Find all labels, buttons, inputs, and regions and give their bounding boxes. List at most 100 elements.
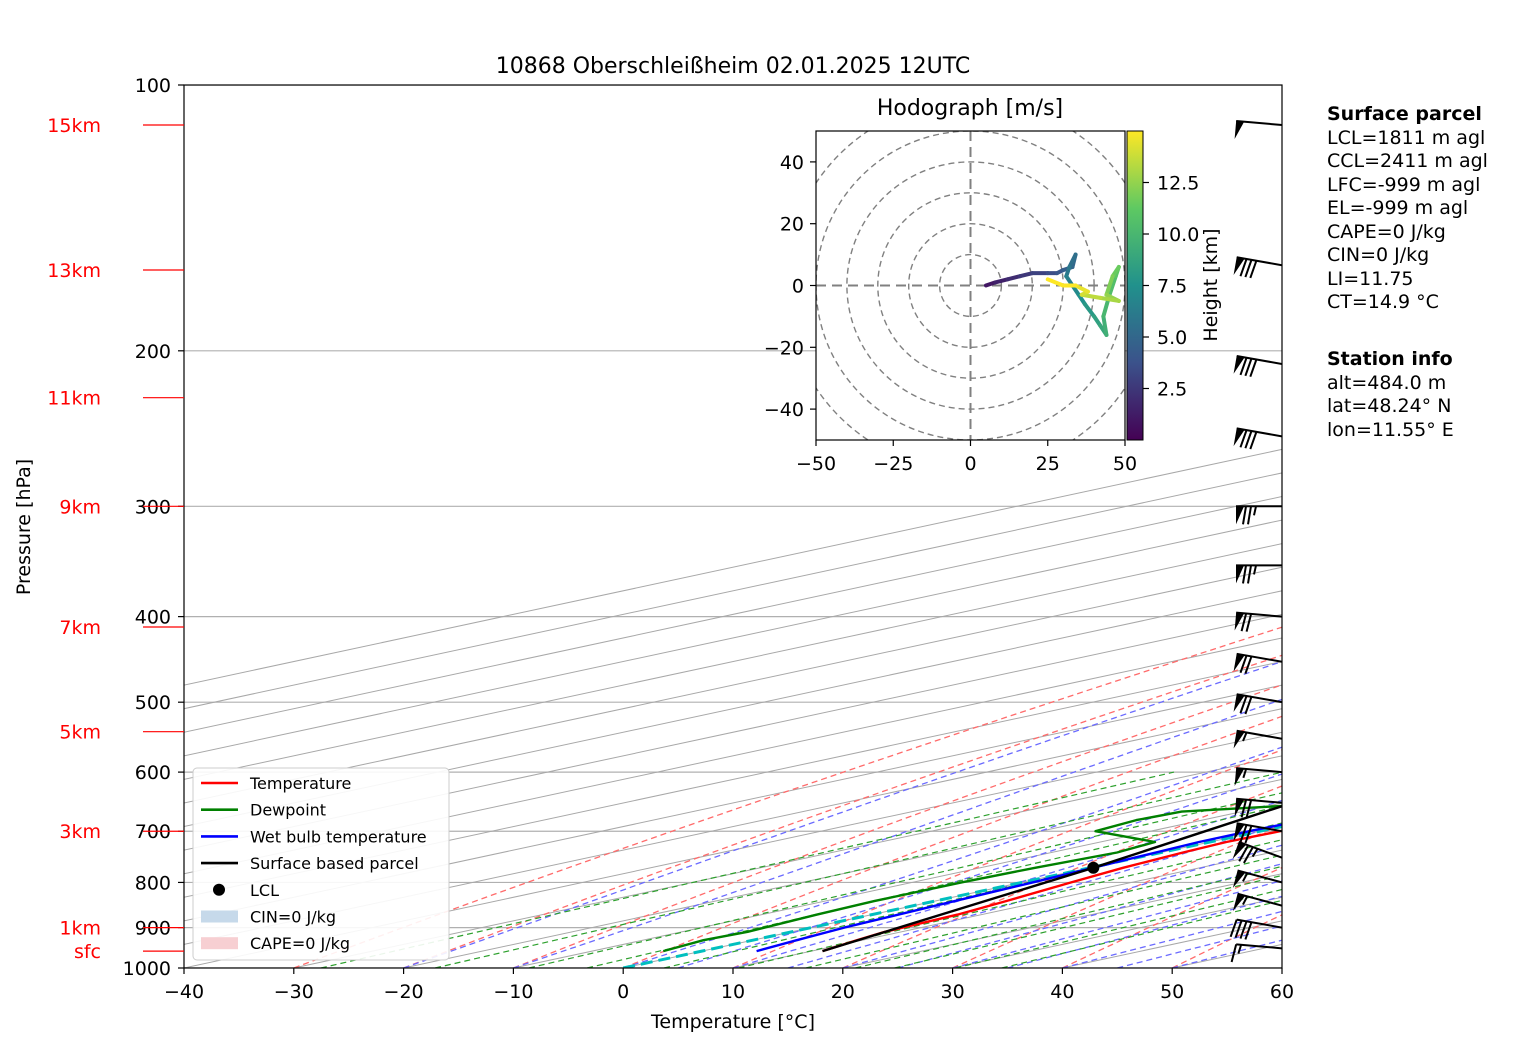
barb-flag: [1249, 359, 1258, 378]
height-label: 13km: [47, 260, 101, 282]
wind-barb: [1229, 918, 1282, 940]
series-line-dewpoint: [662, 804, 1282, 953]
wind-barb: [1233, 355, 1282, 378]
mixing-ratio-line: [320, 771, 1175, 968]
barb-flag: [1244, 259, 1253, 278]
barb-staff: [1238, 841, 1282, 859]
isotherm-line: [403, 778, 1282, 968]
wind-barb: [1232, 841, 1282, 864]
wind-barb: [1236, 564, 1282, 584]
legend-label: Surface based parcel: [250, 854, 419, 873]
wind-barb: [1232, 892, 1282, 912]
y-tick-label: 900: [135, 918, 171, 940]
x-tick-label: 30: [941, 981, 965, 1003]
hodograph-y-tick-label: 20: [780, 214, 804, 236]
barb-pennant: [1234, 768, 1245, 787]
height-label: 11km: [47, 388, 101, 410]
hodograph-y-tick-label: 40: [780, 152, 804, 174]
parcel-ct: CT=14.9 °C: [1327, 291, 1439, 313]
barb-flag: [1244, 825, 1253, 844]
barb-flag: [1247, 506, 1252, 525]
barb-pennant: [1233, 257, 1245, 275]
hodograph-x-tick-label: 50: [1113, 453, 1137, 475]
wind-barb: [1234, 611, 1282, 632]
barb-flag: [1242, 565, 1247, 584]
barb-half-flag: [1253, 506, 1257, 516]
hodograph-segment: [1107, 274, 1118, 297]
legend-swatch: [213, 883, 225, 896]
barb-flag: [1242, 506, 1247, 525]
parcel-lcl: LCL=1811 m agl: [1327, 126, 1486, 149]
height-label: 7km: [59, 617, 101, 639]
barb-flag: [1239, 824, 1248, 843]
barb-staff: [1236, 652, 1282, 663]
barb-half-flag: [1253, 565, 1257, 575]
hodograph: Hodograph [m/s] −50 −25 0 25 50 40 20 0 −20 −40 1…: [764, 96, 1222, 475]
barb-flag: [1244, 656, 1253, 674]
barb-flag: [1247, 565, 1252, 584]
moist-adiabat: [842, 844, 1282, 968]
mixing-ratio-lines: [320, 771, 1282, 968]
dry-adiabat: [293, 626, 1282, 968]
y-tick-label: 800: [135, 872, 171, 894]
dry-adiabat: [732, 749, 1282, 968]
wind-barb: [1233, 652, 1282, 674]
mixing-ratio-line: [855, 865, 1282, 968]
barb-flag: [1243, 846, 1254, 864]
barb-pennant: [1232, 841, 1247, 859]
mixing-ratio-line: [894, 874, 1282, 968]
barb-flag: [1249, 260, 1258, 279]
legend-label: CIN=0 J/kg: [250, 908, 336, 927]
station-alt: alt=484.0 m: [1327, 371, 1447, 394]
legend-label: LCL: [250, 881, 279, 900]
parcel-cape: CAPE=0 J/kg: [1327, 220, 1446, 243]
x-tick-label: 0: [617, 981, 629, 1003]
barb-pennant: [1233, 823, 1245, 841]
isotherm-line: [184, 708, 1282, 945]
chart-title: 10868 Oberschleißheim 02.01.2025 12UTC: [496, 54, 971, 79]
barb-flag: [1240, 799, 1248, 818]
barb-staff: [1237, 892, 1282, 907]
isotherm-line: [184, 495, 1282, 733]
colorbar-tick-label: 10.0: [1157, 224, 1199, 246]
barb-flag: [1249, 431, 1258, 450]
barb-pennant: [1232, 870, 1246, 888]
legend-swatch: [201, 910, 238, 923]
wind-barb: [1233, 693, 1282, 715]
barb-pennant: [1233, 428, 1245, 447]
wind-barb: [1233, 256, 1282, 279]
y-tick-label: 1000: [123, 958, 171, 980]
mixing-ratio-line: [663, 822, 1282, 968]
height-label: 15km: [47, 115, 101, 137]
barb-pennant: [1232, 893, 1246, 912]
surface-parcel-panel: Surface parcel LCL=1811 m agl CCL=2411 m…: [1327, 103, 1488, 315]
dry-adiabat: [513, 684, 1282, 968]
dry-adiabat: [622, 715, 1282, 968]
colorbar-tick-label: 2.5: [1157, 379, 1187, 401]
dry-adiabats: [293, 626, 1282, 968]
mixing-ratio-line: [434, 771, 1282, 968]
hodograph-segment: [993, 277, 1010, 285]
series-line-wet-bulb-temperature: [756, 823, 1282, 953]
wind-barb: [1234, 767, 1282, 787]
isotherm-line: [184, 731, 1282, 968]
y-tick-label: 600: [135, 762, 171, 784]
barb-flag: [1240, 613, 1248, 632]
isotherm-line: [184, 684, 1282, 922]
wind-barb: [1233, 729, 1282, 749]
colorbar-tick-label: 5.0: [1157, 327, 1187, 349]
height-label: 5km: [59, 722, 101, 744]
legend: Temperature Dewpoint Wet bulb temperature S…: [192, 767, 450, 961]
parcel-lfc: LFC=-999 m agl: [1327, 173, 1481, 196]
parcel-cin: CIN=0 J/kg: [1327, 244, 1430, 266]
moist-adiabat: [677, 773, 1282, 968]
wind-barb: [1233, 822, 1282, 844]
barb-flag: [1244, 921, 1253, 940]
hodograph-title: Hodograph [m/s]: [877, 96, 1063, 121]
series-line-surface-based-parcel: [822, 804, 1282, 953]
moist-adiabat: [623, 746, 1282, 968]
y-tick-label: 200: [135, 341, 171, 363]
series-line-temperature: [822, 829, 1282, 953]
barb-flag: [1244, 358, 1253, 377]
barb-pennant: [1234, 798, 1245, 817]
